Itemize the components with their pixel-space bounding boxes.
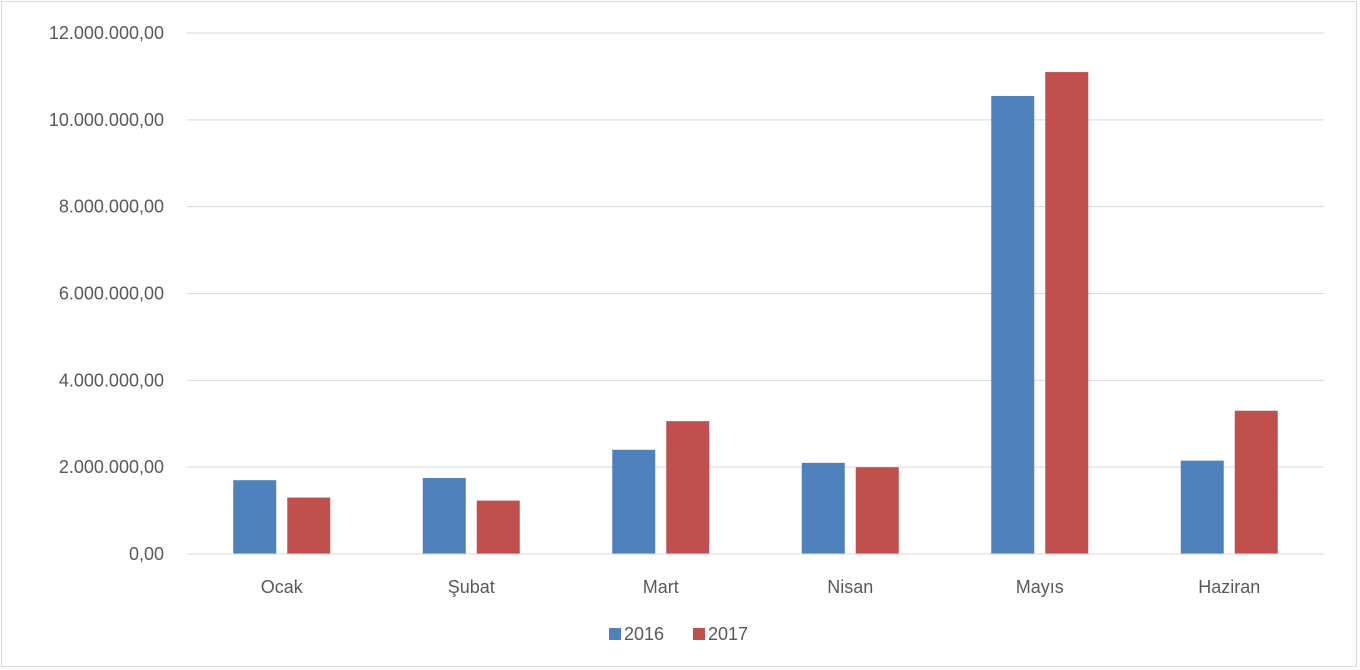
legend-label-2016: 2016 — [624, 624, 664, 644]
x-tick-label: Ocak — [261, 577, 304, 597]
bars — [233, 72, 1278, 555]
bar-2016-Nisan — [801, 462, 845, 554]
bar-2016-Mart — [612, 449, 656, 554]
legend-label-2017: 2017 — [708, 624, 748, 644]
y-tick-label: 10.000.000,00 — [49, 110, 164, 130]
bar-2017-Şubat — [476, 500, 520, 554]
y-tick-label: 2.000.000,00 — [59, 457, 164, 477]
legend-swatch-2017 — [693, 628, 705, 640]
bar-2016-Mayıs — [991, 95, 1035, 555]
gridlines — [187, 32, 1324, 468]
y-tick-label: 8.000.000,00 — [59, 197, 164, 217]
y-tick-label: 0,00 — [129, 544, 164, 564]
bar-2016-Şubat — [422, 478, 466, 554]
y-tick-label: 6.000.000,00 — [59, 284, 164, 304]
y-tick-label: 12.000.000,00 — [49, 23, 164, 43]
bar-2016-Ocak — [233, 480, 277, 554]
x-axis-tick-labels: Ocak Şubat Mart Nisan Mayıs Haziran — [261, 577, 1261, 597]
legend: 2016 2017 — [609, 624, 748, 644]
bar-2017-Nisan — [855, 467, 899, 554]
bar-2017-Mart — [666, 421, 710, 554]
x-tick-label: Mayıs — [1016, 577, 1064, 597]
bar-2017-Ocak — [287, 497, 331, 554]
bar-2017-Mayıs — [1045, 72, 1089, 554]
y-tick-label: 4.000.000,00 — [59, 370, 164, 390]
bar-2017-Haziran — [1234, 410, 1278, 554]
bar-2016-Haziran — [1180, 460, 1224, 554]
x-tick-label: Haziran — [1198, 577, 1260, 597]
x-tick-label: Nisan — [827, 577, 873, 597]
y-axis-tick-labels: 0,00 2.000.000,00 4.000.000,00 6.000.000,00… — [49, 23, 164, 564]
x-tick-label: Mart — [643, 577, 679, 597]
legend-swatch-2016 — [609, 628, 621, 640]
x-tick-label: Şubat — [448, 577, 495, 597]
